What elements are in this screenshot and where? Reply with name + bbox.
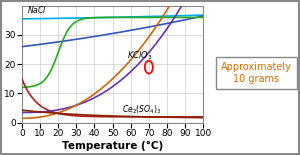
Text: $Ce_2(SO_4)_3$: $Ce_2(SO_4)_3$ [122, 104, 161, 116]
Text: $NaCl$: $NaCl$ [27, 4, 47, 15]
Text: Approximately
10 grams: Approximately 10 grams [221, 62, 292, 84]
Text: $KClO_3$: $KClO_3$ [127, 49, 153, 62]
X-axis label: Temperature (°C): Temperature (°C) [62, 141, 163, 151]
